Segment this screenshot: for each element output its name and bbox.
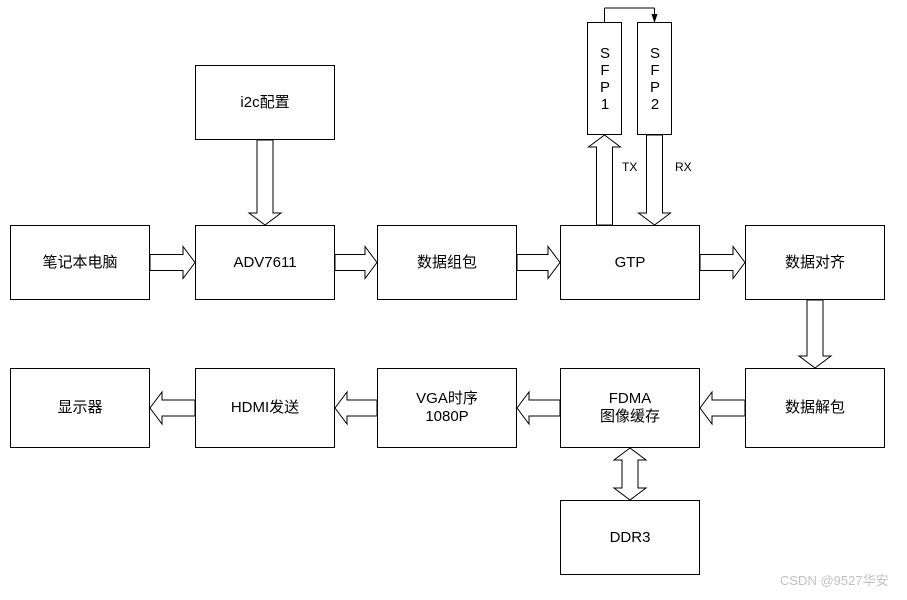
edges — [0, 0, 907, 600]
label-rx: RX — [675, 160, 692, 174]
node-i2c: i2c配置 — [195, 65, 335, 140]
node-unpack: 数据解包 — [745, 368, 885, 448]
node-laptop: 笔记本电脑 — [10, 225, 150, 300]
flowchart-canvas: 笔记本电脑 ADV7611 i2c配置数据组包 GTP 数据对齐 SFP1 SFP2 数据解包… — [0, 0, 907, 600]
watermark: CSDN @9527华安 — [780, 570, 889, 589]
node-fdma: FDMA 图像缓存 — [560, 368, 700, 448]
node-sfp2: SFP2 — [637, 22, 672, 135]
node-hdmi: HDMI发送 — [195, 368, 335, 448]
node-adv7611: ADV7611 — [195, 225, 335, 300]
label-tx: TX — [622, 160, 637, 174]
node-vga: VGA时序 1080P — [377, 368, 517, 448]
node-sfp1: SFP1 — [587, 22, 622, 135]
node-pack: 数据组包 — [377, 225, 517, 300]
node-display: 显示器 — [10, 368, 150, 448]
node-gtp: GTP — [560, 225, 700, 300]
node-align: 数据对齐 — [745, 225, 885, 300]
node-ddr3: DDR3 — [560, 500, 700, 575]
